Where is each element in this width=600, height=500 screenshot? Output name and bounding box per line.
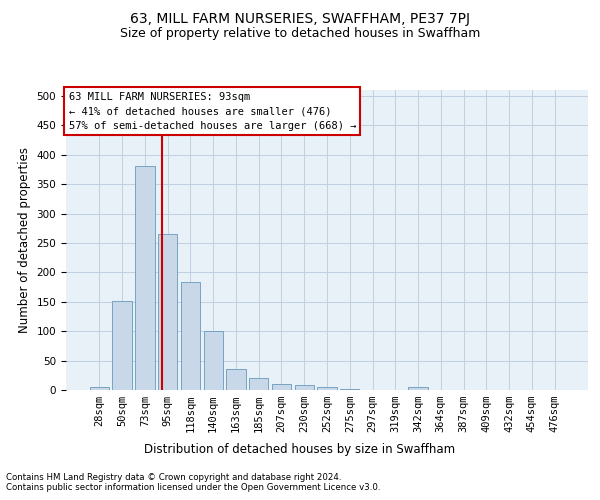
Bar (272, 384, 291, 390)
Bar (90, 387, 109, 390)
Bar (340, 389, 359, 390)
Text: Contains HM Land Registry data © Crown copyright and database right 2024.: Contains HM Land Registry data © Crown c… (6, 472, 341, 482)
Bar (112, 300, 132, 390)
Bar (226, 370, 245, 390)
Text: Contains public sector information licensed under the Open Government Licence v3: Contains public sector information licen… (6, 482, 380, 492)
Bar (158, 234, 178, 390)
Bar (135, 166, 155, 390)
Bar (203, 331, 223, 390)
Bar (181, 282, 200, 390)
Y-axis label: Number of detached properties: Number of detached properties (18, 147, 31, 333)
Text: 63, MILL FARM NURSERIES, SWAFFHAM, PE37 7PJ: 63, MILL FARM NURSERIES, SWAFFHAM, PE37 … (130, 12, 470, 26)
Bar (409, 387, 428, 390)
Text: 63 MILL FARM NURSERIES: 93sqm
← 41% of detached houses are smaller (476)
57% of : 63 MILL FARM NURSERIES: 93sqm ← 41% of d… (68, 92, 356, 131)
Bar (249, 378, 268, 390)
Text: Distribution of detached houses by size in Swaffham: Distribution of detached houses by size … (145, 442, 455, 456)
Text: Size of property relative to detached houses in Swaffham: Size of property relative to detached ho… (120, 28, 480, 40)
Bar (295, 386, 314, 390)
Bar (317, 387, 337, 390)
